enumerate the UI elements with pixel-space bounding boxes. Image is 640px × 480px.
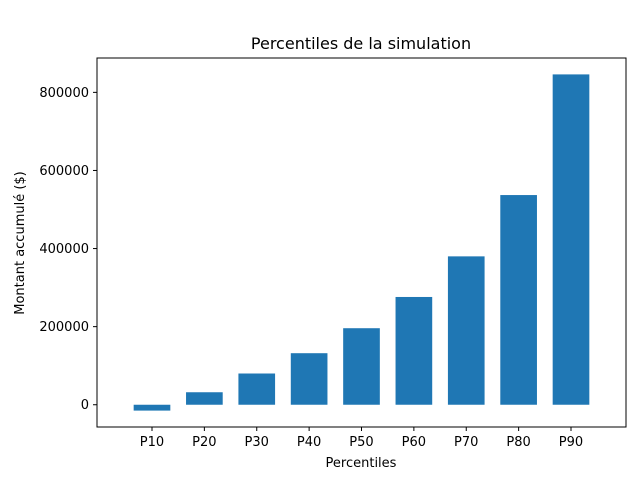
bars-layer (133, 74, 590, 411)
bar-p10 (133, 404, 171, 411)
x-tick-label: P80 (506, 435, 530, 450)
x-axis-label: Percentiles (326, 456, 397, 471)
bar-p20 (186, 392, 223, 405)
bar-p60 (395, 296, 433, 405)
x-tick-label: P40 (297, 435, 321, 450)
bar-p80 (500, 195, 537, 405)
y-tick-label: 0 (81, 398, 89, 413)
x-tick-label: P90 (559, 435, 583, 450)
chart-title: Percentiles de la simulation (251, 34, 471, 53)
y-tick-label: 600000 (39, 164, 89, 179)
x-tick-label: P70 (454, 435, 478, 450)
x-tick-label: P60 (402, 435, 426, 450)
x-tick-label: P10 (140, 435, 164, 450)
bar-p50 (343, 328, 380, 405)
bar-p40 (290, 353, 328, 405)
y-tick-label: 800000 (39, 86, 89, 101)
bar-p70 (447, 256, 485, 405)
y-tick-label: 200000 (39, 320, 89, 335)
x-tick-label: P20 (192, 435, 216, 450)
bar-p90 (552, 74, 590, 405)
bar-p30 (238, 373, 276, 405)
axes-layer: P10 P20 P30 P40 P50 P60 P70 P80 P90 0 200000 400000… (39, 57, 627, 450)
x-tick-label: P30 (245, 435, 269, 450)
y-axis-label: Montant accumulé ($) (13, 171, 28, 315)
y-tick-label: 400000 (39, 242, 89, 257)
x-tick-label: P50 (349, 435, 373, 450)
